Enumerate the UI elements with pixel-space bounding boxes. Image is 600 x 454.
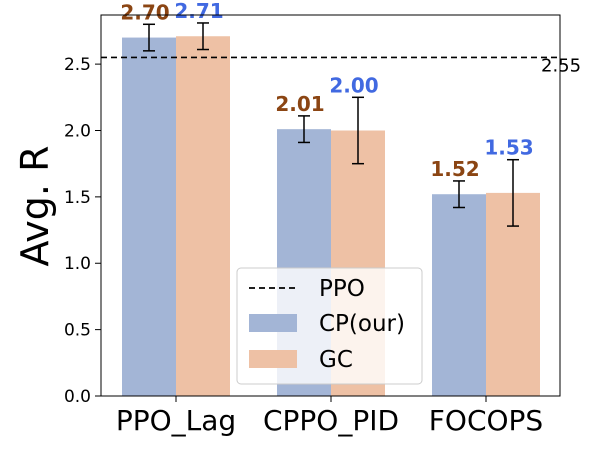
legend-label: GC [319, 347, 353, 373]
x-tick-label: FOCOPS [429, 404, 543, 437]
reference-line-label: 2.55 [541, 55, 581, 76]
value-label: 1.52 [430, 157, 479, 181]
legend-label: PPO [319, 276, 365, 302]
y-axis-label: Avg. R [13, 146, 57, 267]
legend-swatch-gc [249, 350, 297, 368]
y-tick-label: 1.5 [64, 188, 91, 208]
reference-line-layer: 2.55 [101, 55, 581, 76]
value-label: 1.53 [484, 136, 533, 160]
value-label: 2.70 [120, 0, 169, 24]
value-label: 2.01 [275, 92, 324, 116]
bar-gc-ppo_lag [176, 36, 230, 396]
legend-label: CP(our) [319, 311, 405, 337]
value-label: 2.00 [329, 73, 378, 97]
x-tick-label: CPPO_PID [263, 404, 399, 437]
bars-layer [122, 36, 540, 397]
value-label: 2.71 [174, 0, 223, 23]
y-tick-label: 1.0 [64, 254, 91, 274]
legend-swatch-cp [249, 314, 297, 332]
axes-layer: 0.0 0.5 1.0 1.5 2.0 2.5 PPO_Lag CPPO_PID FOCOPS A… [13, 14, 561, 437]
x-tick-label: PPO_Lag [116, 404, 236, 437]
y-tick-label: 2.0 [64, 121, 91, 141]
value-labels-layer: 2.70 2.71 2.012.00 1.521.53 [120, 0, 533, 181]
legend: PPO CP(our) GC [236, 267, 423, 385]
y-tick-label: 2.5 [64, 55, 91, 75]
y-tick-label: 0.5 [64, 321, 91, 341]
error-bars-layer [143, 22, 519, 227]
bar-cp-ppo_lag [122, 37, 176, 397]
y-tick-label: 0.0 [64, 387, 91, 407]
bar-cp-focops [432, 194, 486, 396]
